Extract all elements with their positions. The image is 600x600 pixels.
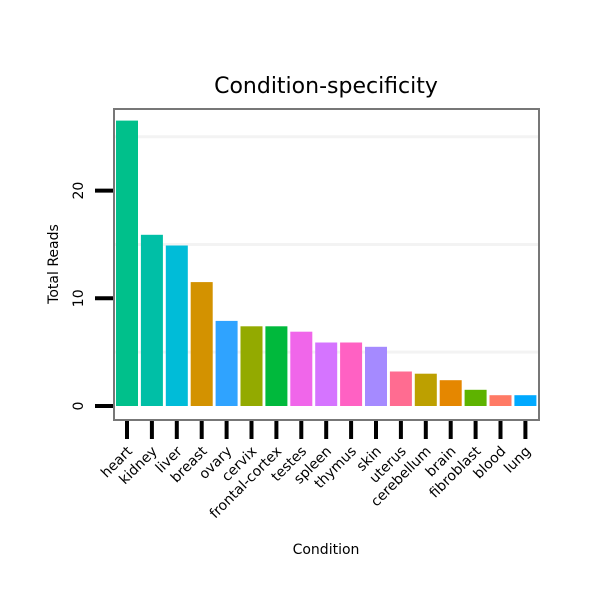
y-tick-label: 20 [71, 182, 87, 200]
x-axis: heartkidneyliverbreastovarycervixfrontal… [98, 421, 534, 522]
y-tick-label: 10 [71, 289, 87, 307]
bar-brain [439, 380, 462, 406]
plot-border [113, 108, 540, 421]
bar-cerebellum [414, 373, 437, 406]
bar-liver [165, 245, 188, 406]
bar-spleen [315, 342, 338, 406]
bar-heart [116, 120, 138, 406]
bars [116, 120, 537, 406]
y-axis-label: Total Reads [46, 224, 62, 305]
x-axis-label: Condition [293, 542, 360, 558]
y-tick-label: 0 [71, 402, 87, 411]
x-tick-label-lung: lung [501, 444, 534, 477]
y-axis: 0 10 20 [71, 182, 113, 411]
bar-frontal-cortex [265, 326, 288, 406]
bar-fibroblast [464, 389, 487, 406]
bar-skin [365, 346, 387, 406]
bar-thymus [340, 342, 363, 406]
bar-testes [290, 331, 313, 406]
bar-uterus [389, 371, 412, 406]
bar-lung [514, 395, 537, 406]
bar-ovary [215, 320, 238, 406]
bar-breast [190, 282, 213, 406]
bar-blood [489, 395, 512, 406]
bar-kidney [140, 234, 163, 406]
chart-title: Condition-specificity [214, 74, 438, 99]
bar-cervix [240, 326, 263, 406]
